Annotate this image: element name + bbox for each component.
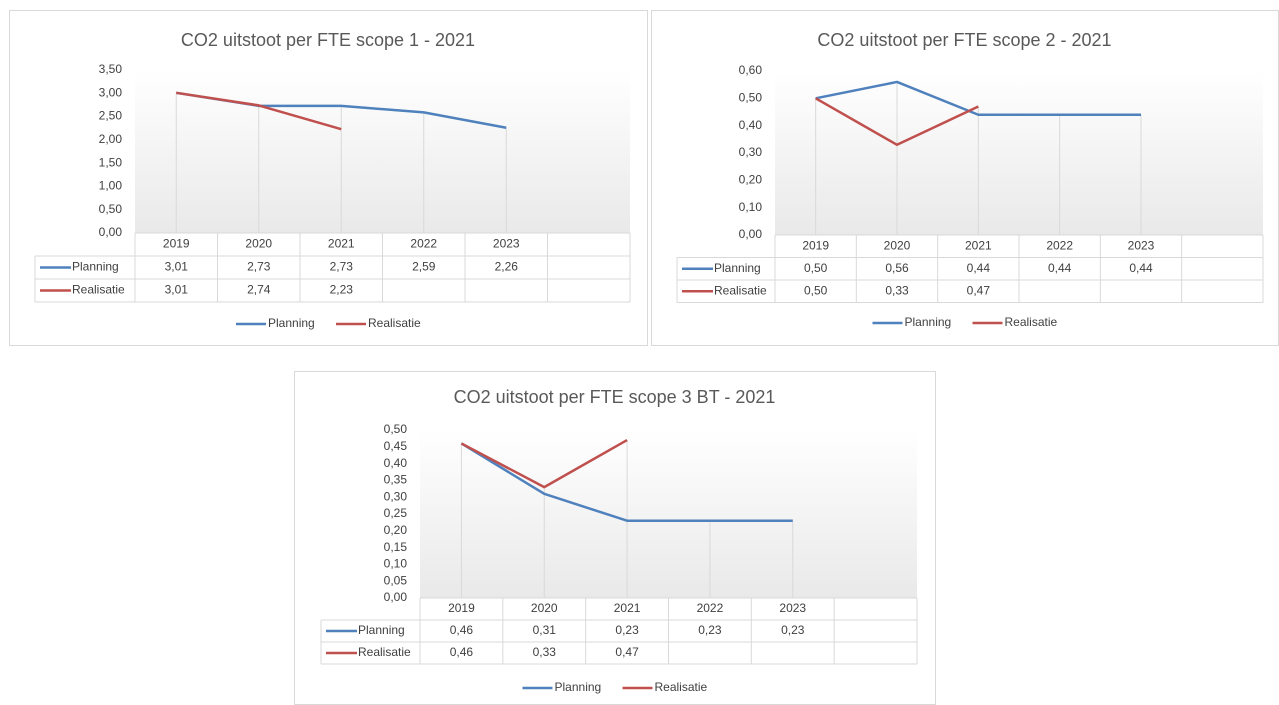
table-value: 0,50 bbox=[804, 261, 828, 275]
series-line bbox=[176, 91, 342, 131]
y-tick-label: 0,20 bbox=[384, 523, 408, 537]
y-tick-label: 2,00 bbox=[99, 132, 123, 146]
table-series-name: Realisatie bbox=[72, 283, 125, 297]
x-tick-label: 2020 bbox=[531, 601, 558, 615]
table-value: 0,44 bbox=[1048, 261, 1072, 275]
table-value: 2,74 bbox=[247, 283, 271, 297]
y-tick-label: 0,20 bbox=[739, 173, 763, 187]
table-value: 0,50 bbox=[804, 283, 828, 297]
series-line bbox=[815, 97, 979, 147]
y-tick-label: 1,00 bbox=[99, 179, 123, 193]
table-value: 0,46 bbox=[450, 645, 474, 659]
table-value: 0,23 bbox=[615, 623, 639, 637]
table-series-name: Planning bbox=[358, 623, 405, 637]
y-tick-label: 0,00 bbox=[384, 590, 408, 604]
legend-label: Realisatie bbox=[368, 316, 421, 330]
series-line bbox=[460, 438, 628, 489]
x-tick-label: 2021 bbox=[328, 237, 355, 251]
y-tick-label: 2,50 bbox=[99, 109, 123, 123]
x-tick-label: 2021 bbox=[614, 601, 641, 615]
plot-area bbox=[420, 430, 917, 598]
y-tick-label: 3,50 bbox=[99, 62, 123, 76]
plot-area bbox=[775, 71, 1263, 235]
table-series-name: Planning bbox=[72, 260, 119, 274]
chart-title: CO2 uitstoot per FTE scope 3 BT - 2021 bbox=[454, 387, 776, 407]
y-tick-label: 0,10 bbox=[384, 557, 408, 571]
y-tick-label: 0,00 bbox=[739, 227, 763, 241]
y-tick-label: 0,30 bbox=[384, 489, 408, 503]
y-tick-label: 0,10 bbox=[739, 200, 763, 214]
y-tick-label: 0,40 bbox=[739, 118, 763, 132]
legend-label: Planning bbox=[268, 316, 315, 330]
y-tick-label: 0,40 bbox=[384, 456, 408, 470]
x-tick-label: 2022 bbox=[1046, 238, 1073, 252]
table-value: 2,26 bbox=[495, 260, 519, 274]
x-tick-label: 2020 bbox=[245, 237, 272, 251]
x-tick-label: 2019 bbox=[802, 238, 829, 252]
y-tick-label: 1,50 bbox=[99, 155, 123, 169]
table-value: 3,01 bbox=[165, 283, 189, 297]
table-value: 0,23 bbox=[781, 623, 805, 637]
y-tick-label: 0,50 bbox=[384, 422, 408, 436]
x-tick-label: 2023 bbox=[1128, 238, 1155, 252]
table-value: 3,01 bbox=[165, 260, 189, 274]
table-value: 0,47 bbox=[615, 645, 639, 659]
table-series-name: Realisatie bbox=[358, 645, 411, 659]
y-tick-label: 3,00 bbox=[99, 85, 123, 99]
table-value: 2,23 bbox=[330, 283, 354, 297]
x-tick-label: 2023 bbox=[493, 237, 520, 251]
y-tick-label: 0,00 bbox=[99, 225, 123, 239]
table-value: 0,44 bbox=[1129, 261, 1153, 275]
table-value: 0,23 bbox=[698, 623, 722, 637]
chart-title: CO2 uitstoot per FTE scope 1 - 2021 bbox=[181, 30, 475, 50]
table-value: 0,47 bbox=[967, 283, 991, 297]
table-value: 2,73 bbox=[330, 260, 354, 274]
x-tick-label: 2021 bbox=[965, 238, 992, 252]
y-tick-label: 0,05 bbox=[384, 573, 408, 587]
y-tick-label: 0,25 bbox=[384, 506, 408, 520]
y-tick-label: 0,35 bbox=[384, 473, 408, 487]
y-tick-label: 0,45 bbox=[384, 439, 408, 453]
table-value: 0,44 bbox=[967, 261, 991, 275]
table-series-name: Realisatie bbox=[714, 283, 767, 297]
y-tick-label: 0,60 bbox=[739, 63, 763, 77]
x-tick-label: 2019 bbox=[163, 237, 190, 251]
chart-title: CO2 uitstoot per FTE scope 2 - 2021 bbox=[817, 30, 1111, 50]
table-value: 2,73 bbox=[247, 260, 271, 274]
legend-label: Realisatie bbox=[655, 680, 708, 694]
x-tick-label: 2023 bbox=[779, 601, 806, 615]
table-value: 0,33 bbox=[533, 645, 557, 659]
table-value: 0,33 bbox=[885, 283, 909, 297]
x-tick-label: 2022 bbox=[697, 601, 724, 615]
y-tick-label: 0,30 bbox=[739, 145, 763, 159]
table-value: 0,46 bbox=[450, 623, 474, 637]
x-tick-label: 2020 bbox=[884, 238, 911, 252]
x-tick-label: 2019 bbox=[448, 601, 475, 615]
table-value: 0,31 bbox=[533, 623, 557, 637]
x-tick-label: 2022 bbox=[410, 237, 437, 251]
series-line bbox=[460, 442, 793, 522]
series-line bbox=[815, 80, 1141, 116]
table-value: 0,56 bbox=[885, 261, 909, 275]
legend-label: Planning bbox=[555, 680, 602, 694]
plot-area bbox=[135, 70, 630, 233]
table-series-name: Planning bbox=[714, 261, 761, 275]
y-tick-label: 0,50 bbox=[99, 202, 123, 216]
legend-label: Planning bbox=[905, 315, 952, 329]
y-tick-label: 0,15 bbox=[384, 540, 408, 554]
table-value: 2,59 bbox=[412, 260, 436, 274]
legend-label: Realisatie bbox=[1005, 315, 1058, 329]
y-tick-label: 0,50 bbox=[739, 91, 763, 105]
